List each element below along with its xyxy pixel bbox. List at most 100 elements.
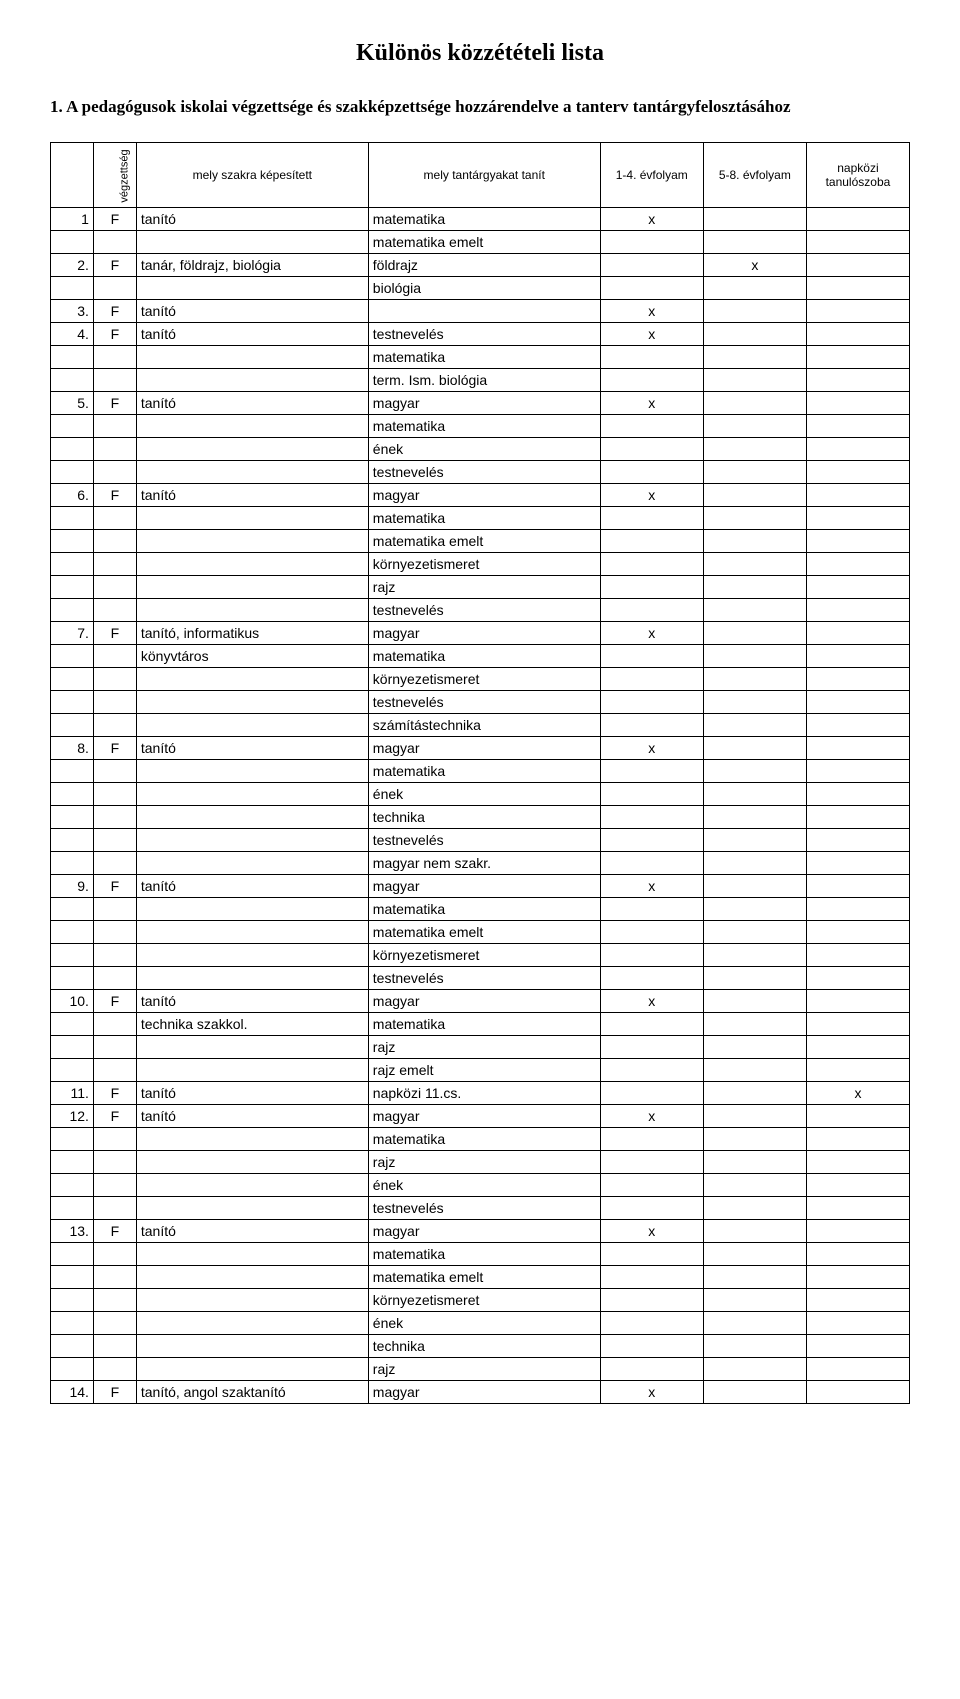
cell-tantargy: matematika emelt: [368, 231, 600, 254]
cell-szakra: [136, 346, 368, 369]
cell-napkozi: [806, 737, 909, 760]
cell-ev14: x: [600, 1381, 703, 1404]
cell-napkozi: [806, 852, 909, 875]
cell-ev58: [703, 898, 806, 921]
cell-ev14: [600, 461, 703, 484]
cell-ev58: [703, 737, 806, 760]
cell-tantargy: matematika emelt: [368, 530, 600, 553]
header-blank-1: [51, 143, 94, 208]
table-row: 5.Ftanítómagyarx: [51, 392, 910, 415]
cell-napkozi: [806, 760, 909, 783]
cell-num: 3.: [51, 300, 94, 323]
cell-szakra: tanár, földrajz, biológia: [136, 254, 368, 277]
cell-vegzettseg: F: [93, 875, 136, 898]
table-row: testnevelés: [51, 829, 910, 852]
cell-vegzettseg: [93, 852, 136, 875]
cell-num: [51, 967, 94, 990]
intro-text: A pedagógusok iskolai végzettsége és sza…: [66, 97, 790, 116]
table-row: matematika emelt: [51, 530, 910, 553]
cell-ev58: [703, 1243, 806, 1266]
cell-szakra: [136, 1059, 368, 1082]
table-row: 14.Ftanító, angol szaktanítómagyarx: [51, 1381, 910, 1404]
cell-tantargy: matematika: [368, 645, 600, 668]
cell-vegzettseg: [93, 1266, 136, 1289]
cell-szakra: tanító: [136, 875, 368, 898]
cell-napkozi: [806, 1197, 909, 1220]
table-row: testnevelés: [51, 461, 910, 484]
cell-szakra: tanító: [136, 208, 368, 231]
cell-num: [51, 921, 94, 944]
cell-ev58: [703, 346, 806, 369]
cell-ev58: [703, 438, 806, 461]
cell-szakra: tanító: [136, 300, 368, 323]
cell-ev14: [600, 231, 703, 254]
cell-tantargy: környezetismeret: [368, 1289, 600, 1312]
cell-ev58: [703, 806, 806, 829]
cell-num: [51, 1335, 94, 1358]
cell-ev58: [703, 668, 806, 691]
table-row: 12.Ftanítómagyarx: [51, 1105, 910, 1128]
cell-ev58: [703, 967, 806, 990]
cell-vegzettseg: [93, 1289, 136, 1312]
cell-ev14: [600, 254, 703, 277]
cell-ev14: [600, 783, 703, 806]
cell-napkozi: [806, 461, 909, 484]
cell-num: 10.: [51, 990, 94, 1013]
table-row: matematika emelt: [51, 231, 910, 254]
table-row: biológia: [51, 277, 910, 300]
table-row: környezetismeret: [51, 944, 910, 967]
cell-szakra: [136, 231, 368, 254]
cell-napkozi: [806, 921, 909, 944]
cell-ev14: [600, 438, 703, 461]
cell-napkozi: [806, 231, 909, 254]
cell-tantargy: számítástechnika: [368, 714, 600, 737]
cell-tantargy: magyar: [368, 1105, 600, 1128]
table-row: ének: [51, 1174, 910, 1197]
cell-num: [51, 1128, 94, 1151]
header-vegzettseg: végzettség: [93, 143, 136, 208]
cell-ev58: [703, 208, 806, 231]
cell-tantargy: testnevelés: [368, 829, 600, 852]
cell-vegzettseg: [93, 921, 136, 944]
cell-ev14: x: [600, 300, 703, 323]
table-row: ének: [51, 438, 910, 461]
cell-ev58: [703, 530, 806, 553]
cell-szakra: [136, 829, 368, 852]
cell-ev14: x: [600, 1105, 703, 1128]
cell-ev14: [600, 346, 703, 369]
cell-tantargy: testnevelés: [368, 599, 600, 622]
cell-tantargy: ének: [368, 1174, 600, 1197]
cell-vegzettseg: [93, 415, 136, 438]
cell-num: [51, 553, 94, 576]
table-row: 10.Ftanítómagyarx: [51, 990, 910, 1013]
cell-tantargy: rajz: [368, 1036, 600, 1059]
cell-ev58: [703, 1266, 806, 1289]
cell-ev14: [600, 1197, 703, 1220]
cell-ev58: [703, 829, 806, 852]
table-row: 11.Ftanítónapközi 11.cs.x: [51, 1082, 910, 1105]
cell-ev14: [600, 1289, 703, 1312]
cell-ev14: [600, 1358, 703, 1381]
table-row: rajz: [51, 1036, 910, 1059]
cell-tantargy: környezetismeret: [368, 553, 600, 576]
header-tantargy: mely tantárgyakat tanít: [368, 143, 600, 208]
cell-num: [51, 346, 94, 369]
cell-szakra: tanító: [136, 323, 368, 346]
table-row: technika: [51, 806, 910, 829]
cell-num: [51, 691, 94, 714]
cell-ev58: [703, 1197, 806, 1220]
table-row: 3.Ftanítóx: [51, 300, 910, 323]
table-row: könyvtárosmatematika: [51, 645, 910, 668]
cell-vegzettseg: [93, 438, 136, 461]
cell-ev58: [703, 461, 806, 484]
cell-vegzettseg: [93, 1036, 136, 1059]
cell-tantargy: magyar: [368, 1381, 600, 1404]
cell-tantargy: magyar: [368, 990, 600, 1013]
cell-ev58: [703, 277, 806, 300]
cell-ev14: [600, 806, 703, 829]
cell-szakra: [136, 530, 368, 553]
cell-tantargy: [368, 300, 600, 323]
table-row: matematika emelt: [51, 1266, 910, 1289]
table-row: magyar nem szakr.: [51, 852, 910, 875]
cell-napkozi: [806, 1335, 909, 1358]
